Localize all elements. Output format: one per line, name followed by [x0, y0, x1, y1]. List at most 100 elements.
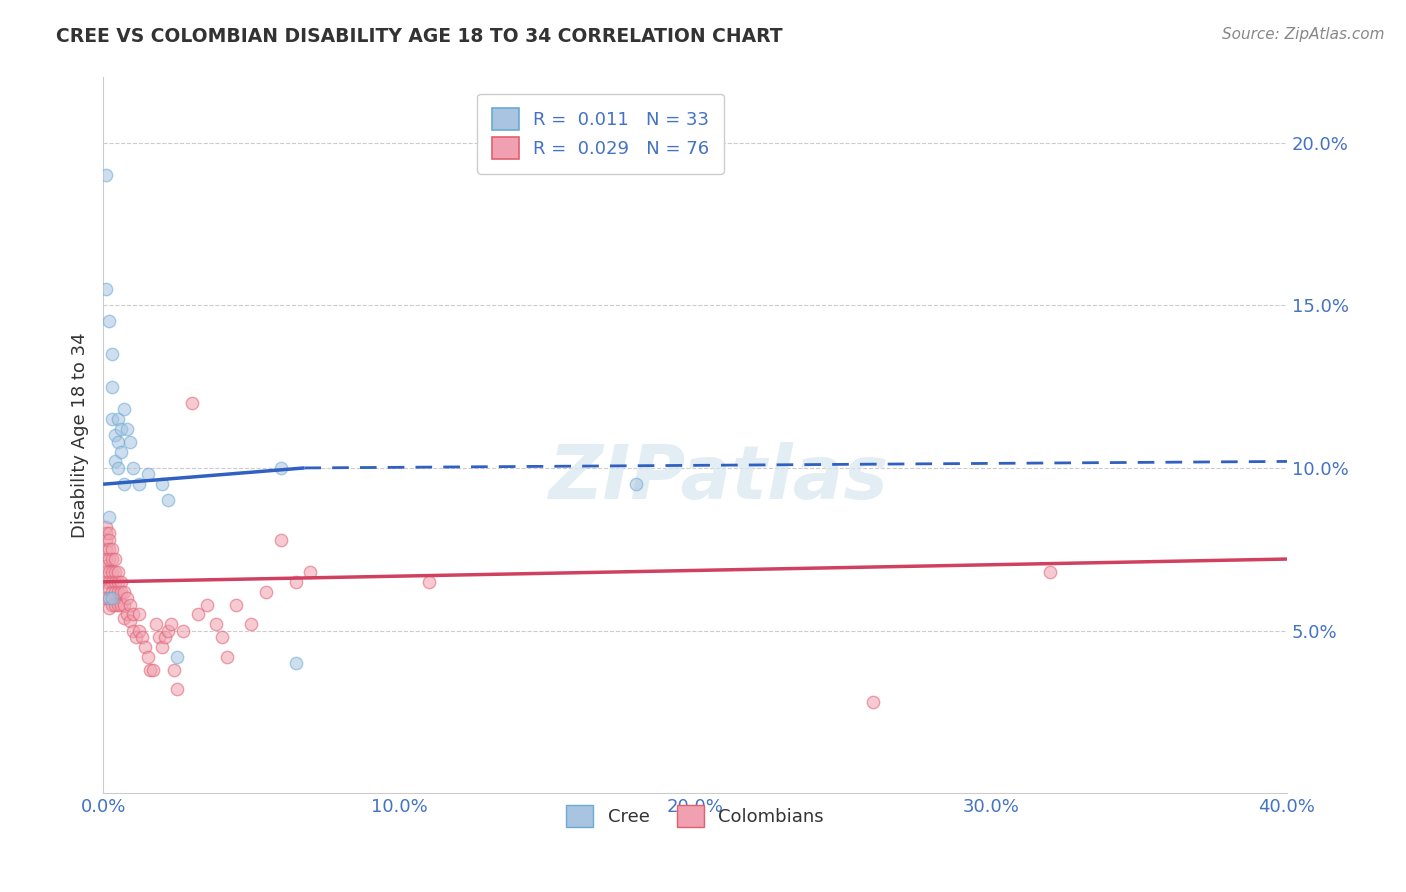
- Point: [94, 526, 117, 541]
- Point: [94, 552, 117, 566]
- Point: [98, 591, 121, 606]
- Point: [112, 598, 135, 612]
- Point: [150, 477, 173, 491]
- Point: [98, 600, 121, 615]
- Point: [121, 607, 143, 622]
- Point: [150, 640, 173, 654]
- Point: [160, 617, 183, 632]
- Point: [240, 617, 263, 632]
- Point: [115, 591, 138, 606]
- Point: [118, 434, 141, 449]
- Point: [128, 477, 150, 491]
- Point: [121, 624, 143, 638]
- Point: [94, 558, 117, 573]
- Point: [98, 526, 121, 541]
- Point: [139, 663, 162, 677]
- Point: [270, 461, 292, 475]
- Point: [107, 461, 129, 475]
- Point: [101, 542, 124, 557]
- Point: [101, 552, 124, 566]
- Point: [110, 584, 132, 599]
- Point: [94, 168, 117, 182]
- Point: [110, 444, 132, 458]
- Point: [107, 574, 129, 589]
- Point: [101, 598, 124, 612]
- Point: [112, 584, 135, 599]
- Point: [98, 314, 121, 328]
- Point: [94, 591, 117, 606]
- Point: [121, 461, 143, 475]
- Point: [101, 574, 124, 589]
- Point: [128, 607, 150, 622]
- Point: [104, 598, 127, 612]
- Point: [195, 598, 218, 612]
- Point: [145, 617, 167, 632]
- Point: [142, 663, 165, 677]
- Text: Source: ZipAtlas.com: Source: ZipAtlas.com: [1222, 27, 1385, 42]
- Point: [101, 347, 124, 361]
- Point: [104, 565, 127, 579]
- Point: [94, 282, 117, 296]
- Point: [101, 565, 124, 579]
- Point: [128, 624, 150, 638]
- Point: [98, 542, 121, 557]
- Point: [110, 598, 132, 612]
- Y-axis label: Disability Age 18 to 34: Disability Age 18 to 34: [72, 333, 89, 538]
- Point: [1039, 565, 1062, 579]
- Point: [101, 379, 124, 393]
- Point: [94, 574, 117, 589]
- Point: [166, 649, 188, 664]
- Point: [284, 656, 307, 670]
- Point: [104, 574, 127, 589]
- Text: ZIPatlas: ZIPatlas: [548, 442, 889, 515]
- Point: [166, 682, 188, 697]
- Point: [270, 533, 292, 547]
- Point: [107, 434, 129, 449]
- Point: [98, 565, 121, 579]
- Point: [94, 533, 117, 547]
- Point: [225, 598, 247, 612]
- Point: [155, 630, 177, 644]
- Point: [112, 402, 135, 417]
- Point: [299, 565, 322, 579]
- Point: [217, 649, 239, 664]
- Point: [418, 574, 440, 589]
- Point: [254, 584, 277, 599]
- Point: [98, 574, 121, 589]
- Point: [98, 509, 121, 524]
- Point: [187, 607, 209, 622]
- Point: [862, 695, 884, 709]
- Point: [148, 630, 170, 644]
- Point: [125, 630, 148, 644]
- Point: [211, 630, 233, 644]
- Point: [163, 663, 186, 677]
- Point: [101, 584, 124, 599]
- Point: [98, 591, 121, 606]
- Point: [157, 624, 180, 638]
- Point: [112, 477, 135, 491]
- Point: [136, 467, 159, 482]
- Point: [94, 565, 117, 579]
- Point: [107, 412, 129, 426]
- Point: [107, 565, 129, 579]
- Point: [204, 617, 226, 632]
- Point: [118, 614, 141, 628]
- Point: [115, 422, 138, 436]
- Point: [98, 533, 121, 547]
- Point: [101, 412, 124, 426]
- Legend: Cree, Colombians: Cree, Colombians: [560, 798, 831, 834]
- Point: [94, 519, 117, 533]
- Point: [104, 454, 127, 468]
- Point: [180, 396, 202, 410]
- Point: [136, 649, 159, 664]
- Point: [134, 640, 156, 654]
- Point: [284, 574, 307, 589]
- Point: [624, 477, 647, 491]
- Point: [104, 584, 127, 599]
- Point: [107, 598, 129, 612]
- Point: [172, 624, 194, 638]
- Point: [104, 552, 127, 566]
- Point: [110, 574, 132, 589]
- Point: [107, 584, 129, 599]
- Point: [118, 598, 141, 612]
